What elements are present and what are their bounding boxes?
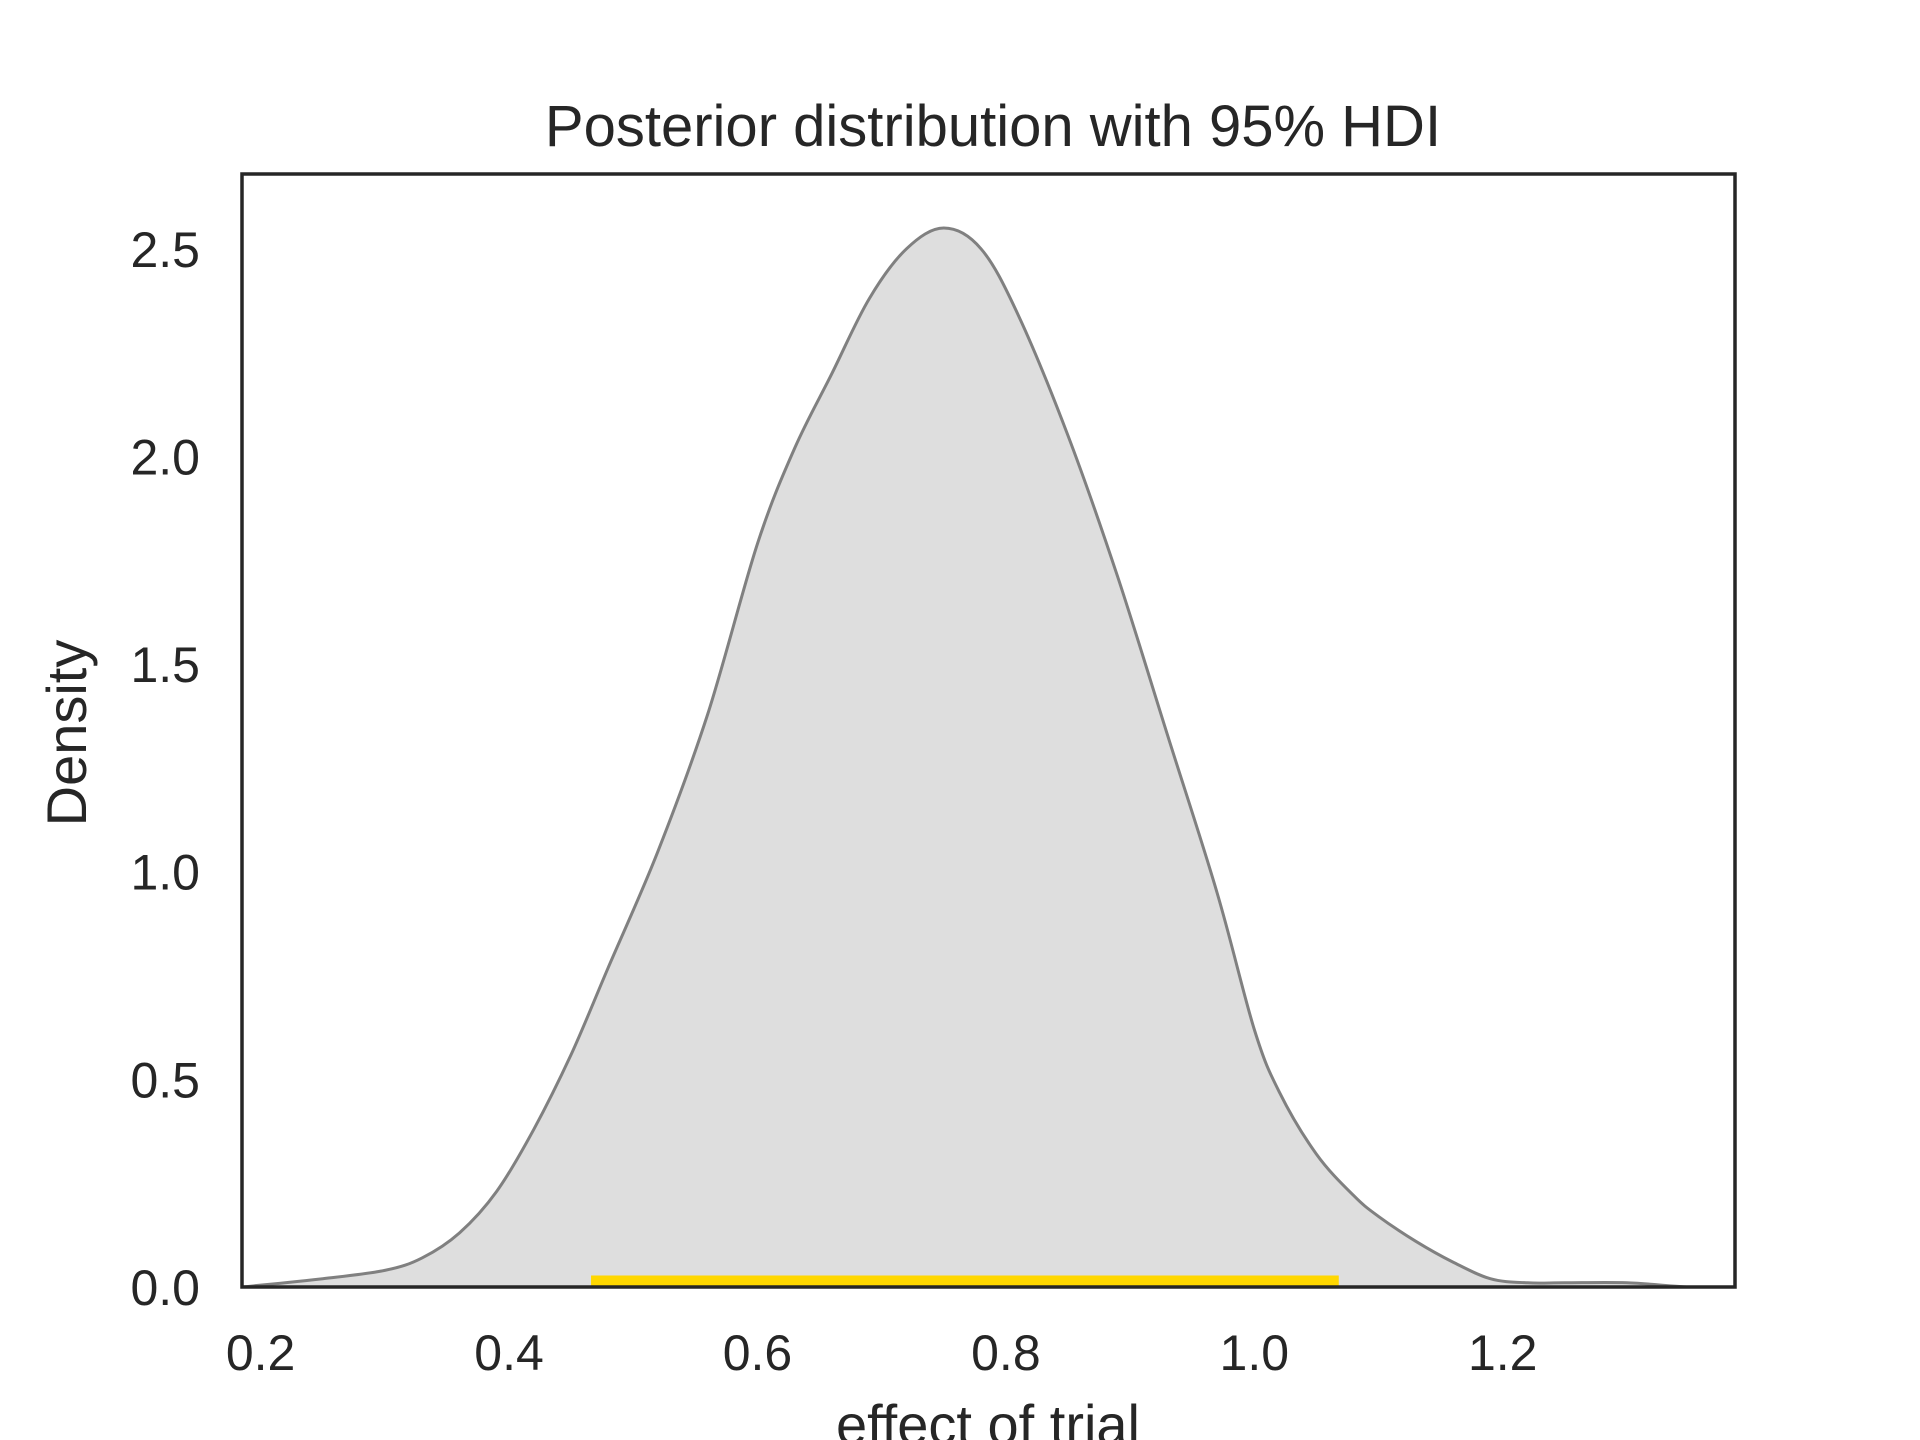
x-tick-label: 0.4 [474, 1325, 544, 1381]
density-area [242, 228, 1735, 1287]
x-tick-label: 1.0 [1220, 1325, 1290, 1381]
y-tick-label: 2.0 [130, 429, 200, 485]
y-axis-ticks: 0.0 0.5 1.0 1.5 2.0 2.5 [130, 222, 200, 1316]
x-axis-ticks: 0.2 0.4 0.6 0.8 1.0 1.2 [226, 1325, 1538, 1381]
y-tick-label: 1.5 [130, 637, 200, 693]
y-tick-label: 0.0 [130, 1260, 200, 1316]
y-axis-label: Density [35, 640, 98, 827]
x-axis-label: effect of trial [836, 1393, 1140, 1440]
density-curve [241, 226, 1735, 1289]
plot-frame [240, 172, 1737, 1289]
y-tick-label: 0.5 [130, 1052, 200, 1108]
x-tick-label: 0.8 [971, 1325, 1041, 1381]
x-tick-label: 1.2 [1468, 1325, 1538, 1381]
plot-area [241, 226, 1735, 1289]
chart-title: Posterior distribution with 95% HDI [545, 94, 1441, 159]
y-tick-label: 1.0 [130, 845, 200, 901]
x-tick-label: 0.6 [723, 1325, 793, 1381]
y-tick-label: 2.5 [130, 222, 200, 278]
x-tick-label: 0.2 [226, 1325, 296, 1381]
